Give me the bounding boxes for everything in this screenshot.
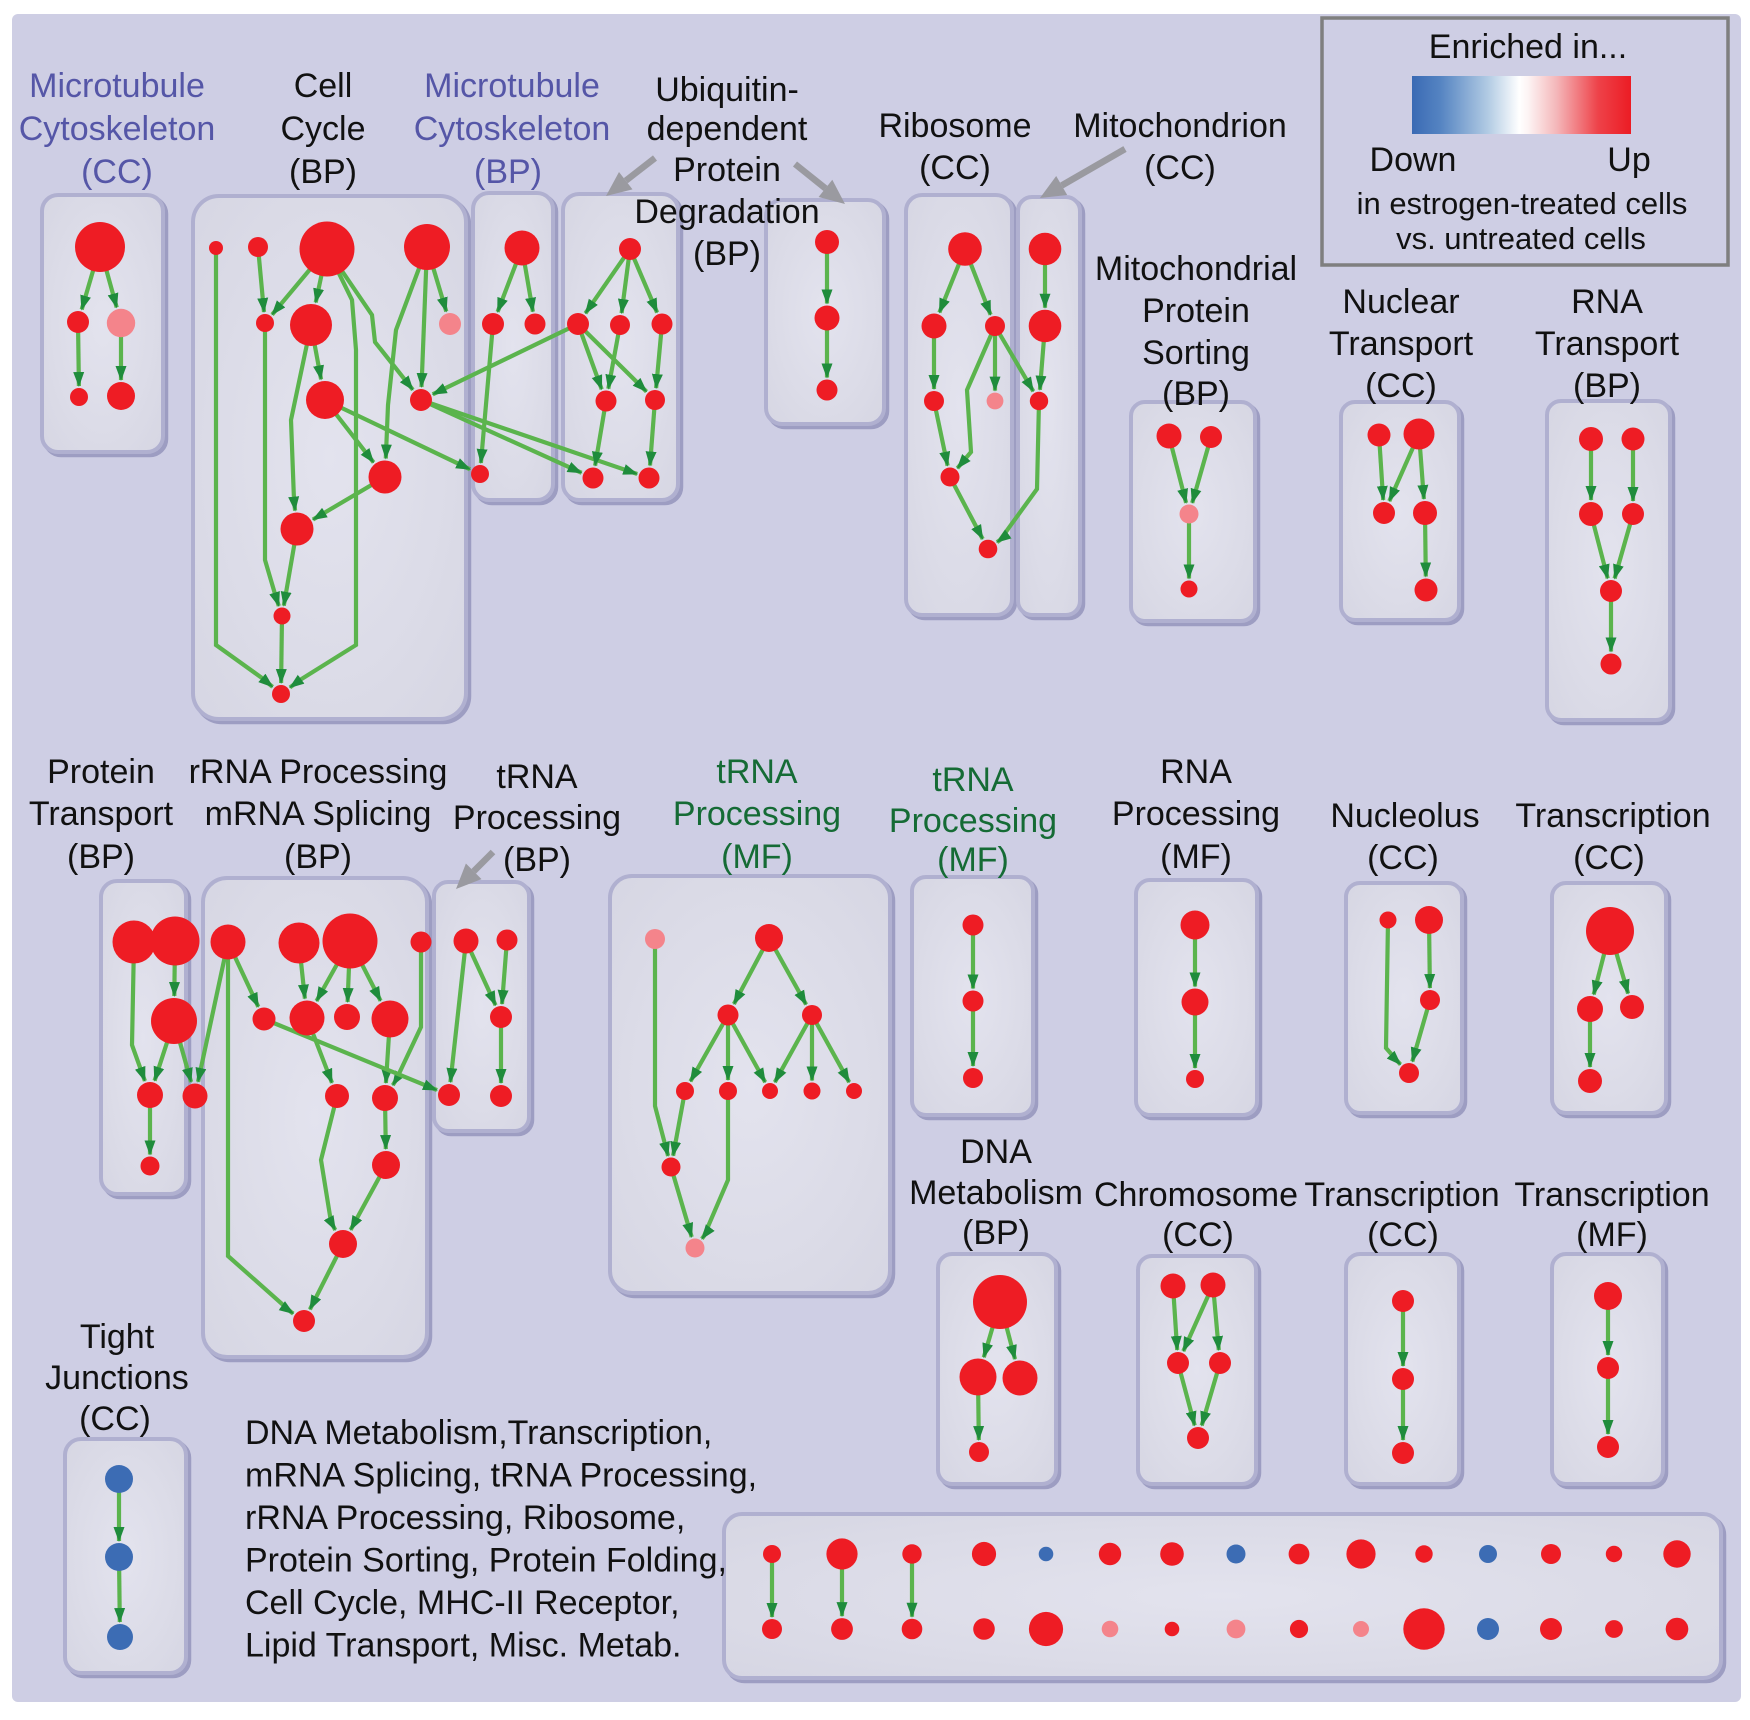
svg-text:Processing: Processing — [1112, 795, 1280, 833]
svg-text:dependent: dependent — [647, 110, 808, 148]
svg-text:Lipid Transport, Misc. Metab.: Lipid Transport, Misc. Metab. — [245, 1626, 682, 1664]
svg-text:Cell Cycle, MHC-II Receptor,: Cell Cycle, MHC-II Receptor, — [245, 1584, 680, 1622]
svg-text:rRNA Processing, Ribosome,: rRNA Processing, Ribosome, — [245, 1499, 685, 1537]
svg-text:(CC): (CC) — [79, 1400, 151, 1438]
svg-text:Junctions: Junctions — [45, 1359, 189, 1397]
svg-text:Sorting: Sorting — [1142, 334, 1250, 372]
svg-text:(CC): (CC) — [1162, 1216, 1234, 1254]
svg-text:(MF): (MF) — [1576, 1216, 1648, 1254]
svg-text:Transport: Transport — [29, 795, 174, 833]
svg-text:(BP): (BP) — [503, 841, 571, 879]
svg-text:(BP): (BP) — [1162, 375, 1230, 413]
svg-text:Ubiquitin-: Ubiquitin- — [655, 71, 799, 109]
svg-text:(CC): (CC) — [1144, 149, 1216, 187]
svg-text:(BP): (BP) — [289, 153, 357, 191]
svg-text:tRNA: tRNA — [932, 761, 1014, 799]
svg-text:Cytoskeleton: Cytoskeleton — [414, 110, 611, 148]
svg-text:Ribosome: Ribosome — [878, 107, 1031, 145]
svg-text:Degradation: Degradation — [634, 193, 819, 231]
svg-text:(CC): (CC) — [1573, 839, 1645, 877]
svg-text:Mitochondrial: Mitochondrial — [1095, 250, 1297, 288]
svg-text:Transcription: Transcription — [1515, 797, 1710, 835]
svg-text:(BP): (BP) — [474, 153, 542, 191]
svg-text:(MF): (MF) — [937, 841, 1009, 879]
svg-text:Protein: Protein — [673, 151, 781, 189]
svg-text:(MF): (MF) — [1160, 838, 1232, 876]
svg-text:Processing: Processing — [889, 802, 1057, 840]
svg-text:Transport: Transport — [1329, 325, 1474, 363]
svg-text:Protein: Protein — [1142, 292, 1250, 330]
svg-text:Protein Sorting, Protein Foldi: Protein Sorting, Protein Folding, — [245, 1541, 727, 1579]
svg-text:(CC): (CC) — [81, 153, 153, 191]
svg-text:(CC): (CC) — [1367, 839, 1439, 877]
svg-text:tRNA: tRNA — [716, 753, 798, 791]
svg-text:(BP): (BP) — [67, 838, 135, 876]
svg-text:Transcription: Transcription — [1304, 1176, 1499, 1214]
svg-text:Down: Down — [1370, 141, 1457, 179]
svg-text:(CC): (CC) — [1365, 367, 1437, 405]
svg-text:Chromosome: Chromosome — [1094, 1176, 1298, 1214]
svg-text:DNA Metabolism,Transcription,: DNA Metabolism,Transcription, — [245, 1414, 712, 1452]
svg-text:in estrogen-treated cells: in estrogen-treated cells — [1357, 186, 1688, 221]
svg-text:RNA: RNA — [1571, 283, 1643, 321]
svg-text:(BP): (BP) — [284, 838, 352, 876]
svg-text:Nucleolus: Nucleolus — [1330, 797, 1479, 835]
svg-text:(CC): (CC) — [919, 149, 991, 187]
svg-text:Cytoskeleton: Cytoskeleton — [19, 110, 216, 148]
svg-text:vs. untreated cells: vs. untreated cells — [1396, 221, 1646, 256]
svg-text:(MF): (MF) — [721, 838, 793, 876]
svg-text:Nuclear: Nuclear — [1342, 283, 1459, 321]
svg-text:Enriched in...: Enriched in... — [1429, 28, 1627, 66]
svg-text:rRNA Processing: rRNA Processing — [189, 753, 448, 791]
svg-text:Protein: Protein — [47, 753, 155, 791]
svg-text:Metabolism: Metabolism — [909, 1174, 1083, 1212]
svg-text:Transport: Transport — [1535, 325, 1680, 363]
svg-text:Tight: Tight — [80, 1318, 155, 1356]
svg-text:mRNA Splicing: mRNA Splicing — [205, 795, 432, 833]
svg-text:(CC): (CC) — [1367, 1216, 1439, 1254]
svg-text:Processing: Processing — [673, 795, 841, 833]
svg-text:Microtubule: Microtubule — [424, 67, 600, 105]
svg-text:(BP): (BP) — [962, 1214, 1030, 1252]
svg-text:DNA: DNA — [960, 1133, 1032, 1171]
svg-text:Cell: Cell — [294, 67, 353, 105]
svg-text:Microtubule: Microtubule — [29, 67, 205, 105]
svg-text:Cycle: Cycle — [280, 110, 365, 148]
svg-text:RNA: RNA — [1160, 753, 1232, 791]
svg-text:(BP): (BP) — [1573, 367, 1641, 405]
svg-text:Processing: Processing — [453, 799, 621, 837]
svg-text:Up: Up — [1607, 141, 1650, 179]
svg-text:mRNA Splicing, tRNA Processing: mRNA Splicing, tRNA Processing, — [245, 1456, 757, 1494]
svg-text:tRNA: tRNA — [496, 758, 578, 796]
svg-text:Transcription: Transcription — [1514, 1176, 1709, 1214]
svg-text:Mitochondrion: Mitochondrion — [1073, 107, 1287, 145]
svg-text:(BP): (BP) — [693, 235, 761, 273]
